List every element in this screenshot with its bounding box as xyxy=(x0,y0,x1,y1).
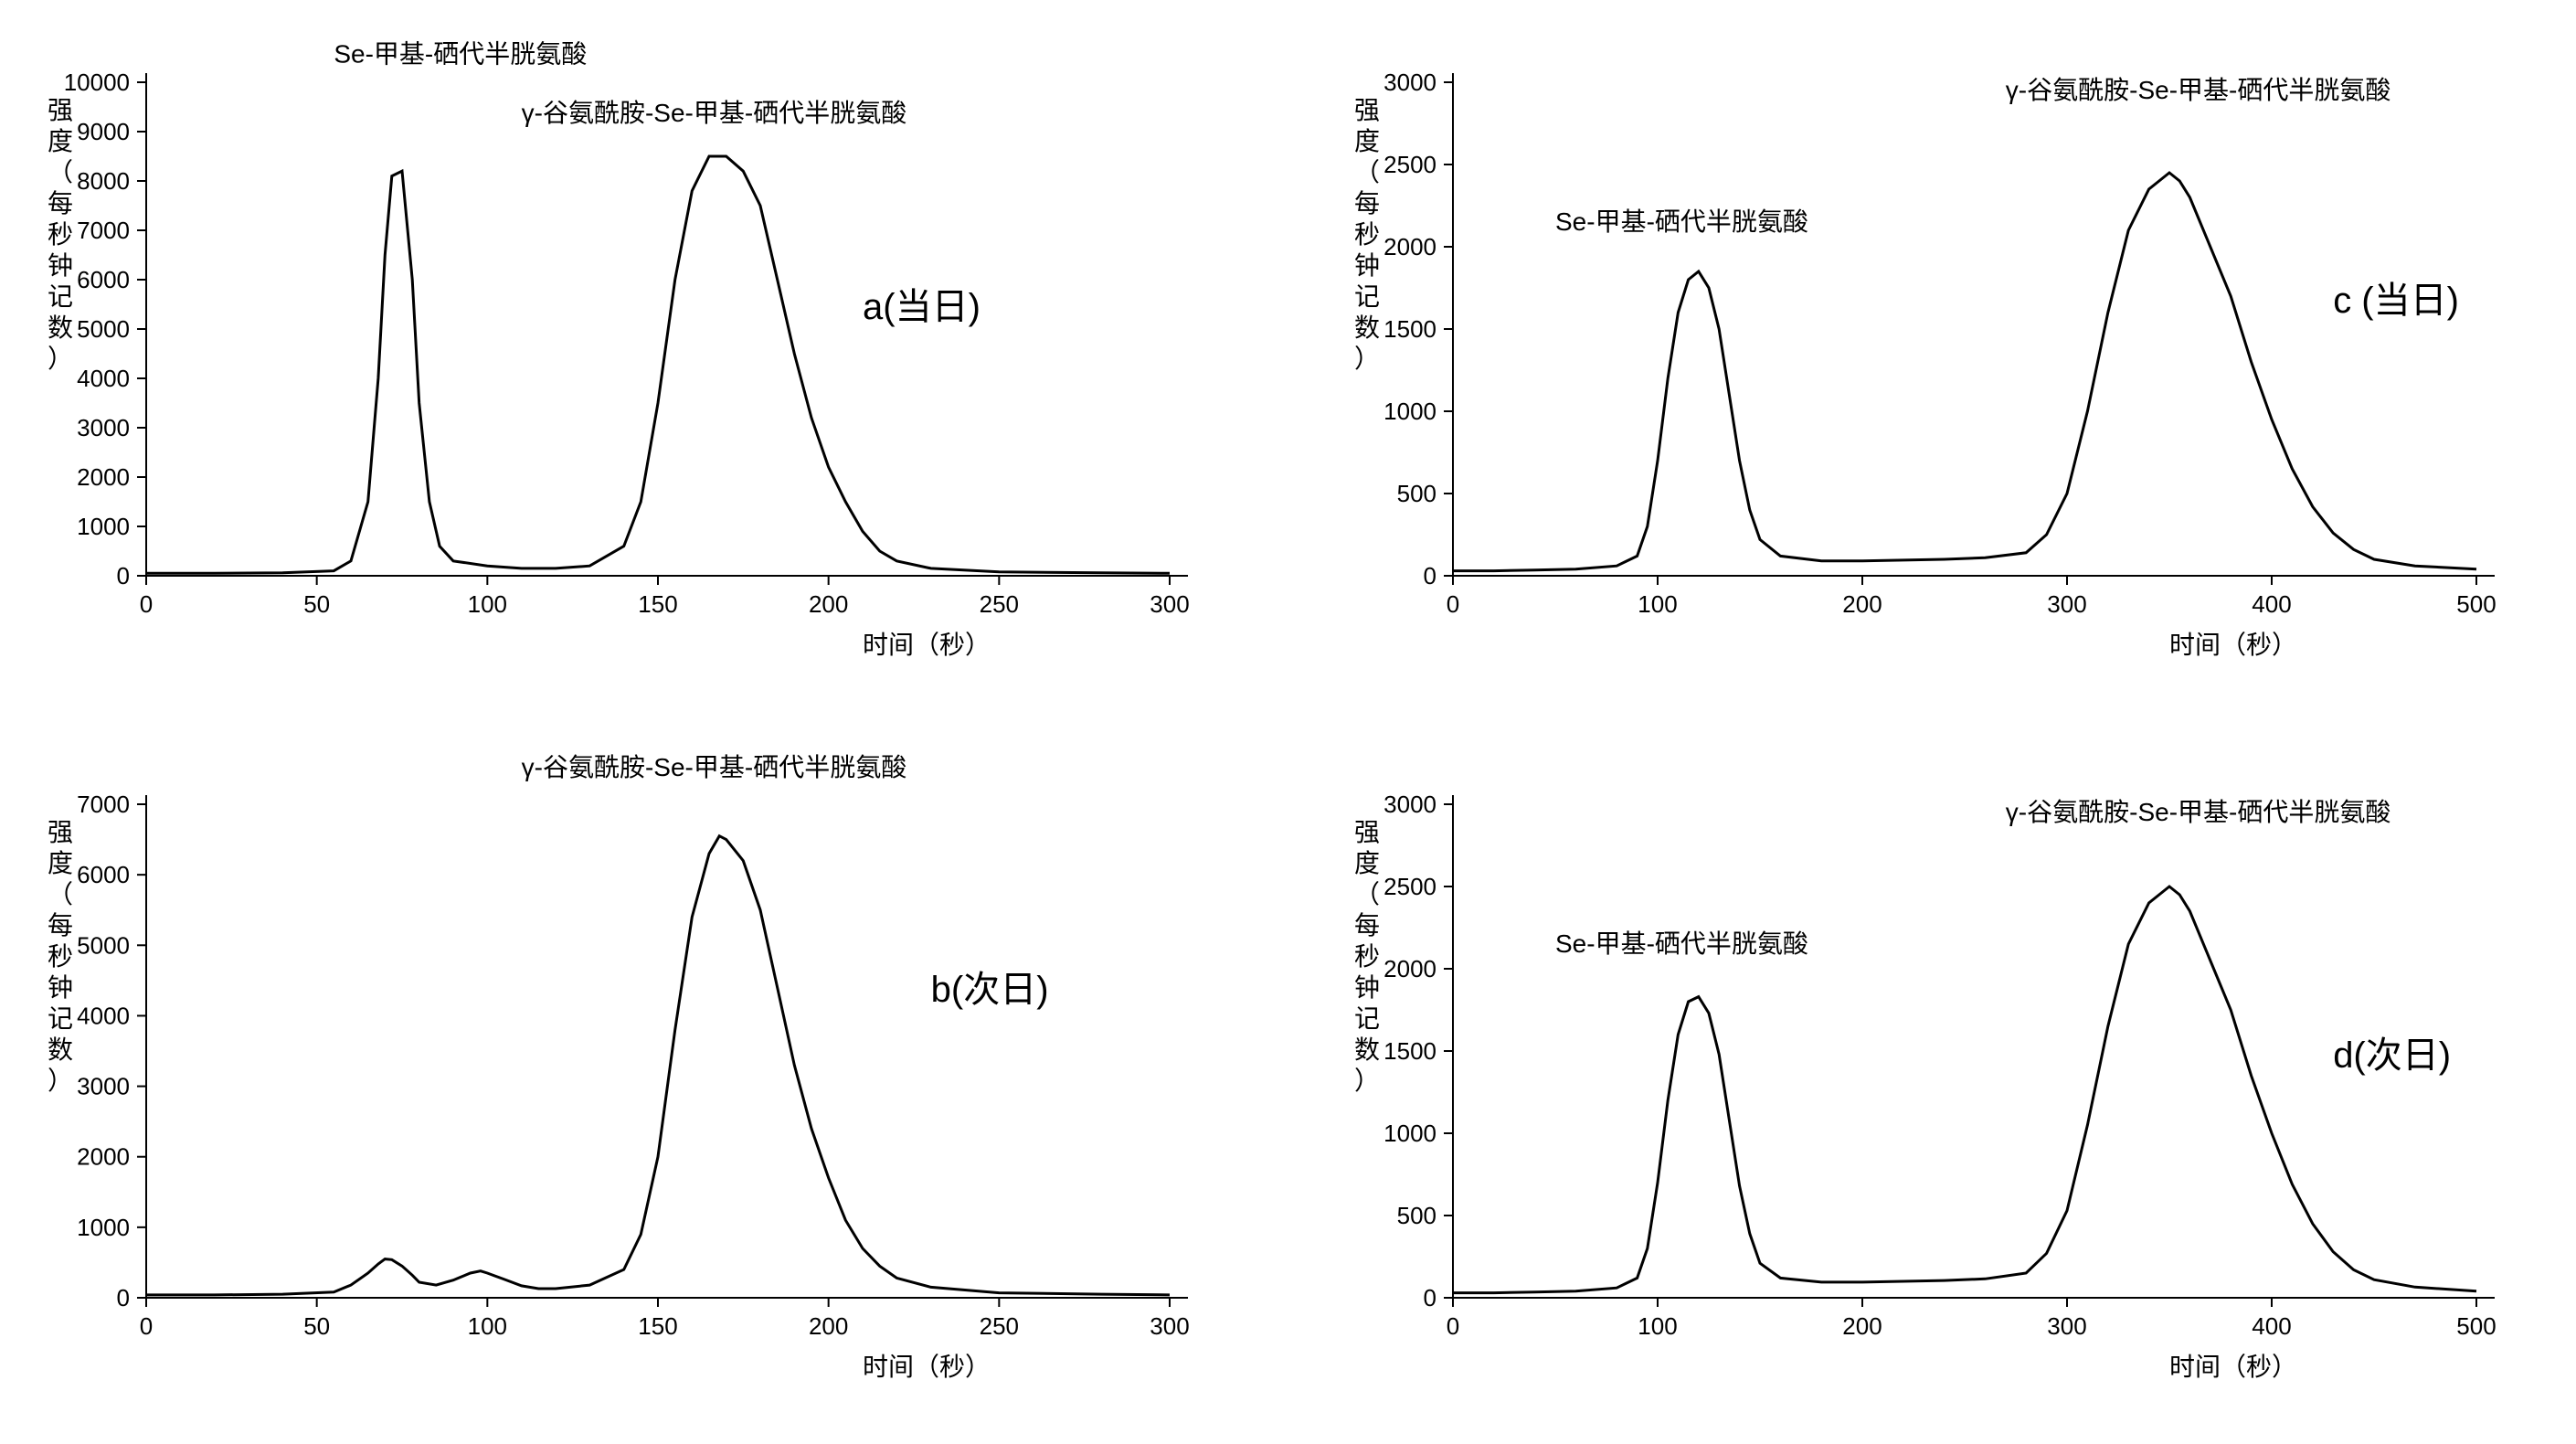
x-tick-label: 200 xyxy=(1842,590,1882,618)
y-axis-label: 强度（每秒钟记数） xyxy=(1354,96,1380,373)
panel-c: 0 100 200 300 400 500 0 500 1000 1500 2000 2500 3000… xyxy=(1325,18,2559,704)
y-tick-label: 5000 xyxy=(77,931,130,959)
y-tick-label: 1000 xyxy=(1383,1120,1436,1147)
y-tick-label: 10000 xyxy=(64,69,130,96)
y-tick-label: 0 xyxy=(117,562,130,589)
x-tick-label: 400 xyxy=(2252,1312,2291,1340)
y-tick-label: 4000 xyxy=(77,365,130,392)
x-tick-label: 50 xyxy=(303,1312,330,1340)
y-tick-label: 500 xyxy=(1396,480,1436,507)
y-tick-label: 2500 xyxy=(1383,151,1436,178)
x-tick-label: 300 xyxy=(1150,590,1189,618)
y-tick-label: 2000 xyxy=(1383,955,1436,982)
x-tick-label: 50 xyxy=(303,590,330,618)
x-tick-label: 300 xyxy=(1150,1312,1189,1340)
x-tick-label: 500 xyxy=(2456,590,2496,618)
x-tick-label: 500 xyxy=(2456,1312,2496,1340)
chart-svg-a: 0501001502002503000100020003000400050006… xyxy=(18,18,1206,676)
peak2-label: γ-谷氨酰胺-Se-甲基-硒代半胱氨酸 xyxy=(522,753,907,781)
x-tick-label: 300 xyxy=(2047,1312,2086,1340)
panel-label: d(次日) xyxy=(2333,1035,2451,1076)
y-tick-label: 0 xyxy=(117,1284,130,1311)
peak1-label: Se-甲基-硒代半胱氨酸 xyxy=(334,39,587,68)
peak1-label: Se-甲基-硒代半胱氨酸 xyxy=(1555,929,1808,958)
y-tick-label: 6000 xyxy=(77,861,130,888)
y-tick-label: 2000 xyxy=(77,463,130,491)
x-tick-label: 300 xyxy=(2047,590,2086,618)
y-tick-label: 500 xyxy=(1396,1202,1436,1229)
chart-svg-c: 0 100 200 300 400 500 0 500 1000 1500 2000 2500 3000… xyxy=(1325,18,2513,676)
x-tick-label: 400 xyxy=(2252,590,2291,618)
x-axis-label: 时间（秒） xyxy=(863,631,991,659)
y-axis-label: 强度（每秒钟记数） xyxy=(48,818,73,1095)
peak1-label: Se-甲基-硒代半胱氨酸 xyxy=(1555,207,1808,236)
chromatogram-line xyxy=(146,836,1170,1295)
chart-svg-d: 0 100 200 300 400 500 0 500 1000 1500 2000 2500 3000… xyxy=(1325,740,2513,1398)
x-tick-label: 100 xyxy=(1638,590,1677,618)
y-tick-label: 3000 xyxy=(1383,69,1436,96)
x-tick-label: 200 xyxy=(809,590,848,618)
x-tick-label: 250 xyxy=(980,1312,1019,1340)
y-tick-label: 1000 xyxy=(77,513,130,540)
chart-grid: 0501001502002503000100020003000400050006… xyxy=(18,18,2558,1426)
panel-label: c (当日) xyxy=(2333,281,2459,321)
x-tick-label: 0 xyxy=(1446,1312,1458,1340)
x-tick-label: 200 xyxy=(809,1312,848,1340)
chart-svg-b: 0501001502002503000100020003000400050006… xyxy=(18,740,1206,1398)
y-tick-label: 4000 xyxy=(77,1002,130,1029)
y-tick-label: 1500 xyxy=(1383,1037,1436,1065)
x-tick-label: 100 xyxy=(468,590,507,618)
x-axis-label: 时间（秒） xyxy=(863,1353,991,1381)
panel-d: 0 100 200 300 400 500 0 500 1000 1500 2000 2500 3000… xyxy=(1325,740,2559,1426)
y-tick-label: 2500 xyxy=(1383,873,1436,900)
x-tick-label: 0 xyxy=(1446,590,1458,618)
y-axis-label: 强度（每秒钟记数） xyxy=(48,96,73,373)
x-axis-label: 时间（秒） xyxy=(2169,1353,2297,1381)
panel-label: b(次日) xyxy=(931,970,1049,1010)
chromatogram-line xyxy=(146,156,1170,573)
y-tick-label: 1000 xyxy=(77,1214,130,1241)
x-axis-label: 时间（秒） xyxy=(2169,631,2297,659)
y-tick-label: 7000 xyxy=(77,791,130,818)
y-tick-label: 8000 xyxy=(77,167,130,195)
panel-a: 0501001502002503000100020003000400050006… xyxy=(18,18,1252,704)
y-tick-label: 0 xyxy=(1423,562,1436,589)
x-tick-label: 150 xyxy=(638,1312,677,1340)
y-tick-label: 9000 xyxy=(77,118,130,145)
y-tick-label: 3000 xyxy=(77,1073,130,1100)
x-tick-label: 250 xyxy=(980,590,1019,618)
y-tick-label: 0 xyxy=(1423,1284,1436,1311)
y-tick-label: 3000 xyxy=(1383,791,1436,818)
y-tick-label: 1500 xyxy=(1383,315,1436,343)
panel-b: 0501001502002503000100020003000400050006… xyxy=(18,740,1252,1426)
x-tick-label: 0 xyxy=(140,590,153,618)
y-axis-label: 强度（每秒钟记数） xyxy=(1354,818,1380,1095)
x-tick-label: 0 xyxy=(140,1312,153,1340)
y-tick-label: 5000 xyxy=(77,315,130,343)
y-tick-label: 2000 xyxy=(77,1143,130,1171)
y-tick-label: 1000 xyxy=(1383,398,1436,425)
x-tick-label: 150 xyxy=(638,590,677,618)
y-tick-label: 7000 xyxy=(77,217,130,244)
y-tick-label: 2000 xyxy=(1383,233,1436,260)
y-tick-label: 6000 xyxy=(77,266,130,293)
panel-label: a(当日) xyxy=(863,287,981,327)
peak2-label: γ-谷氨酰胺-Se-甲基-硒代半胱氨酸 xyxy=(2005,76,2390,104)
peak2-label: γ-谷氨酰胺-Se-甲基-硒代半胱氨酸 xyxy=(522,99,907,127)
x-tick-label: 100 xyxy=(1638,1312,1677,1340)
peak2-label: γ-谷氨酰胺-Se-甲基-硒代半胱氨酸 xyxy=(2005,798,2390,826)
y-tick-label: 3000 xyxy=(77,414,130,441)
x-tick-label: 200 xyxy=(1842,1312,1882,1340)
x-tick-label: 100 xyxy=(468,1312,507,1340)
